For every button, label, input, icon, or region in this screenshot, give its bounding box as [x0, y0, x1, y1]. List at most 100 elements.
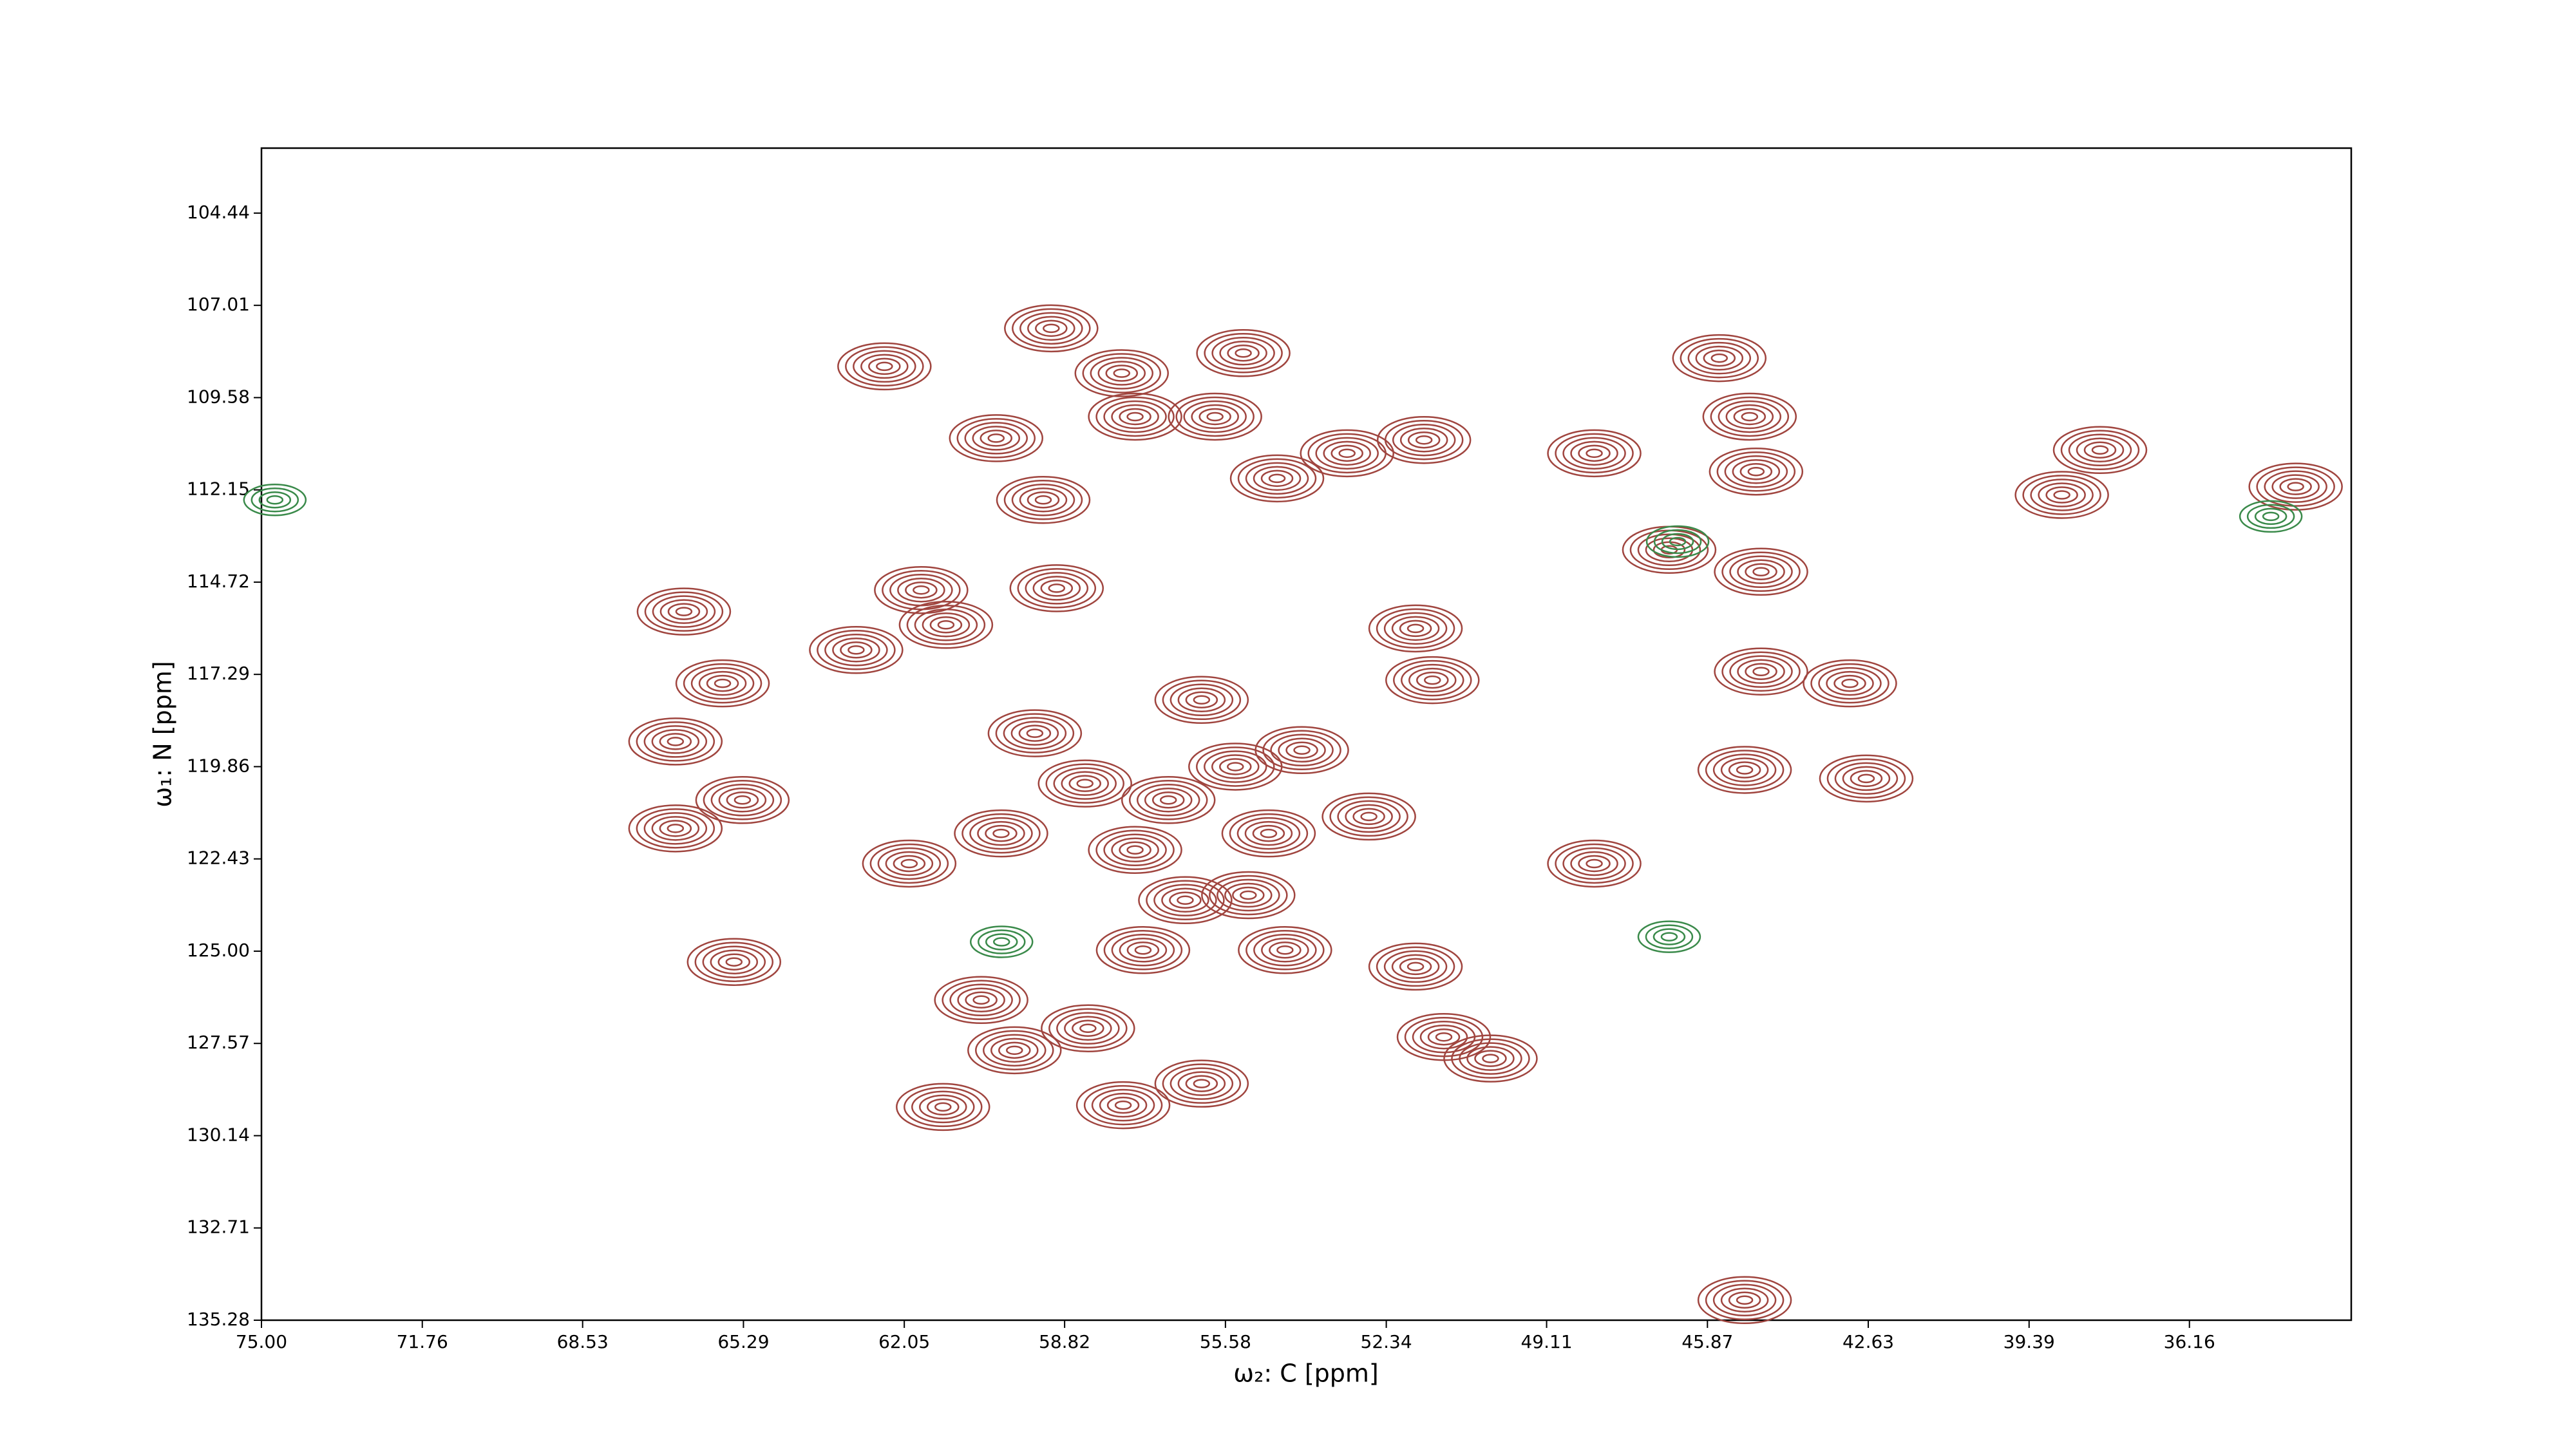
contour-ring	[1736, 1295, 1754, 1305]
contour-ring	[1653, 928, 1686, 945]
contour-ring	[1126, 942, 1160, 959]
contour-ring	[1103, 400, 1167, 433]
contour-ring	[703, 780, 782, 820]
contour-ring	[1586, 448, 1603, 459]
contour-ring	[1018, 724, 1052, 742]
contour-ring	[1562, 437, 1626, 470]
contour-ring	[1570, 851, 1618, 876]
contour-ring	[628, 804, 723, 853]
contour-ring	[1737, 659, 1785, 684]
contour-ring	[1721, 651, 1801, 692]
contour-ring	[1188, 743, 1283, 791]
contour-ring	[969, 817, 1033, 850]
x-tick-label: 62.05	[878, 1331, 930, 1352]
x-tick-label: 49.11	[1520, 1331, 1572, 1352]
contour-ring	[1399, 427, 1448, 453]
contour-ring	[1012, 308, 1091, 349]
contour-ring	[1219, 758, 1252, 775]
contour-ring	[913, 585, 930, 595]
contour-ring	[2239, 500, 2303, 533]
contour-ring	[1111, 404, 1159, 430]
contour-ring	[1061, 771, 1109, 796]
contour-ring	[885, 851, 934, 876]
y-axis-label: ω₁: N [ppm]	[149, 661, 177, 807]
contour-ring	[1236, 817, 1301, 850]
contour-ring	[1261, 938, 1309, 963]
contour-ring	[1451, 1038, 1530, 1079]
contour-ring	[667, 824, 685, 833]
contour-ring	[1300, 429, 1394, 478]
contour-ring	[1352, 808, 1385, 826]
contour-ring	[1383, 612, 1448, 645]
x-tick-label: 36.16	[2164, 1331, 2215, 1352]
contour-ring	[1138, 876, 1233, 925]
contour-ring	[2045, 486, 2078, 504]
contour-ring	[1474, 1050, 1507, 1067]
contour-ring	[710, 949, 759, 974]
contour-ring	[1728, 761, 1761, 779]
contour-ring	[1857, 773, 1875, 784]
contour-ring	[1161, 887, 1209, 913]
contour-ring	[1702, 392, 1797, 441]
contour-ring	[862, 839, 957, 888]
contour-ring	[1019, 488, 1068, 513]
contour-ring	[893, 855, 926, 873]
contour-ring	[1385, 656, 1480, 705]
contour-ring	[2053, 490, 2070, 500]
contour-ring	[695, 776, 790, 824]
contour-ring	[644, 591, 724, 632]
contour-ring	[1383, 950, 1448, 983]
contour-ring	[942, 980, 1021, 1021]
x-tick-label: 65.29	[717, 1331, 769, 1352]
y-tick-label: 132.71	[187, 1217, 250, 1238]
y-tick-label: 117.29	[187, 663, 250, 684]
contour-ring	[1826, 670, 1874, 696]
contour-ring	[992, 937, 1010, 947]
contour-ring	[1714, 647, 1808, 696]
contour-ring	[1720, 757, 1769, 782]
contour-ring	[1745, 563, 1777, 581]
contour-ring	[2254, 507, 2287, 526]
contour-ring	[1547, 429, 1642, 478]
contour-ring	[929, 616, 963, 634]
contour-ring	[2022, 475, 2101, 515]
contour-ring	[659, 820, 692, 837]
contour-ring	[1687, 341, 1752, 375]
contour-ring	[934, 976, 1028, 1025]
contour-ring	[874, 565, 969, 614]
contour-ring	[2014, 471, 2109, 519]
contour-ring	[717, 953, 751, 971]
contour-ring	[1245, 930, 1325, 971]
contour-ring	[1360, 811, 1378, 822]
contour-ring	[956, 418, 1036, 459]
contour-ring	[897, 577, 945, 603]
contour-ring	[868, 357, 901, 375]
contour-ring	[1466, 1046, 1515, 1071]
contour-ring	[987, 709, 1083, 757]
contour-ring	[1168, 392, 1262, 441]
contour-ring	[1406, 961, 1425, 972]
contour-ring	[1747, 466, 1765, 477]
contour-ring	[1391, 954, 1440, 980]
contour-ring	[1709, 447, 1804, 496]
contour-ring	[690, 667, 755, 700]
x-tick-label: 45.87	[1681, 1331, 1733, 1352]
contour-ring	[1097, 361, 1146, 386]
contour-ring	[1103, 833, 1167, 867]
contour-ring	[914, 609, 978, 641]
contour-ring	[1392, 423, 1456, 457]
contour-ring	[2256, 466, 2335, 507]
contour-ring	[977, 820, 1025, 846]
contour-ring	[898, 601, 994, 649]
contour-ring	[1253, 934, 1317, 967]
contour-ring	[1159, 795, 1177, 805]
contour-ring	[1697, 1276, 1792, 1325]
contour-ring	[1017, 568, 1097, 609]
contour-ring	[1162, 1063, 1242, 1104]
contour-ring	[1204, 750, 1267, 783]
contour-ring	[1121, 776, 1216, 824]
contour-ring	[904, 1086, 983, 1128]
contour-ring	[1128, 780, 1208, 820]
contour-ring	[1119, 408, 1151, 426]
contour-ring	[1206, 412, 1224, 422]
